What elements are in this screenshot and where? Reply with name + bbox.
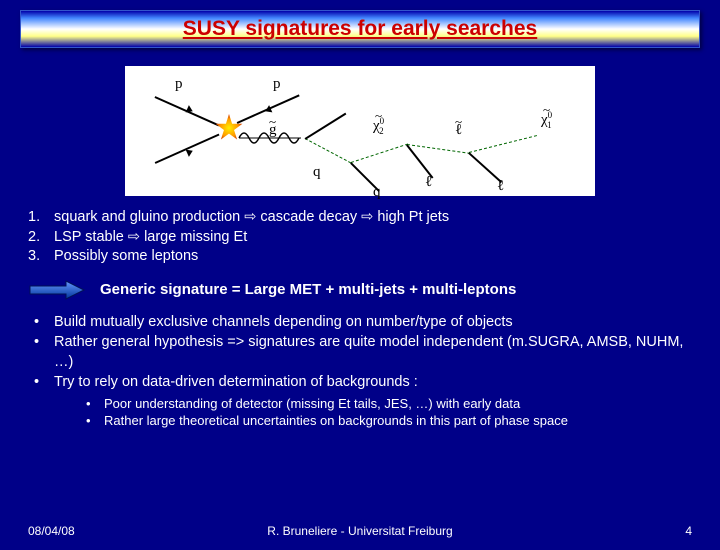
bullet-list: Build mutually exclusive channels depend… [28,313,692,430]
label-slepton: ℓ [455,122,462,139]
sub-bullet-2: Rather large theoretical uncertainties o… [54,412,692,430]
label-l2: ℓ [497,178,504,195]
title-bar: SUSY signatures for early searches [20,10,700,48]
signature-text: Generic signature = Large MET + multi-je… [100,280,516,300]
label-p-right: p [273,76,281,93]
signature-row: Generic signature = Large MET + multi-je… [28,279,692,301]
footer-date: 08/04/08 [28,524,75,538]
feynman-diagram: p p ~ g q q ~ χ02 ℓ ~ ℓ ℓ ~ χ01 [125,66,595,196]
numbered-item-1: 1.squark and gluino production ⇨ cascade… [28,208,692,228]
label-p-left: p [175,76,183,93]
label-q2: q [373,184,381,201]
label-gluino: g [269,122,277,139]
footer: 08/04/08 R. Bruneliere - Universitat Fre… [0,524,720,538]
sub-bullet-list: Poor understanding of detector (missing … [54,395,692,430]
numbered-item-3: 3.Possibly some leptons [28,247,692,267]
sub-bullet-1: Poor understanding of detector (missing … [54,395,692,413]
bullet-3: Try to rely on data-driven determination… [28,373,692,430]
numbered-list: 1.squark and gluino production ⇨ cascade… [28,208,692,267]
footer-page: 4 [685,524,692,538]
bullet-2: Rather general hypothesis => signatures … [28,333,692,372]
footer-author: R. Bruneliere - Universitat Freiburg [267,524,452,538]
slide-title: SUSY signatures for early searches [183,17,537,41]
label-l1: ℓ [425,174,432,191]
numbered-item-2: 2.LSP stable ⇨ large missing Et [28,228,692,248]
bullet-1: Build mutually exclusive channels depend… [28,313,692,333]
block-arrow-icon [28,279,86,301]
content-area: 1.squark and gluino production ⇨ cascade… [0,208,720,430]
label-q1: q [313,164,321,181]
